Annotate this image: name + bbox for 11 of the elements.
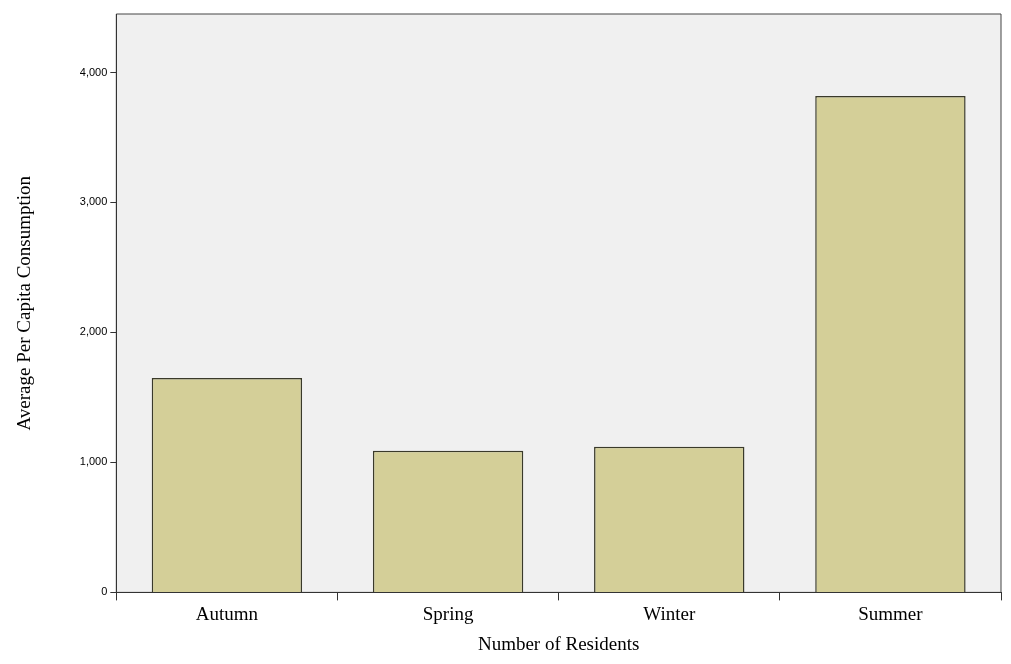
y-tick-label: 2,000	[79, 325, 108, 338]
x-tick-label: Summer	[858, 602, 924, 624]
x-tick-label: Spring	[422, 602, 474, 624]
y-tick-label: 4,000	[79, 65, 108, 78]
y-tick-label: 1,000	[79, 455, 108, 468]
x-tick-label: Autumn	[195, 602, 259, 624]
y-axis-title: Average Per Capita Consumption	[13, 175, 35, 431]
x-tick-label: Winter	[643, 602, 696, 624]
y-tick-label: 3,000	[79, 195, 108, 208]
x-axis-title: Number of Residents	[477, 632, 640, 654]
y-tick-label: 0	[101, 585, 108, 598]
